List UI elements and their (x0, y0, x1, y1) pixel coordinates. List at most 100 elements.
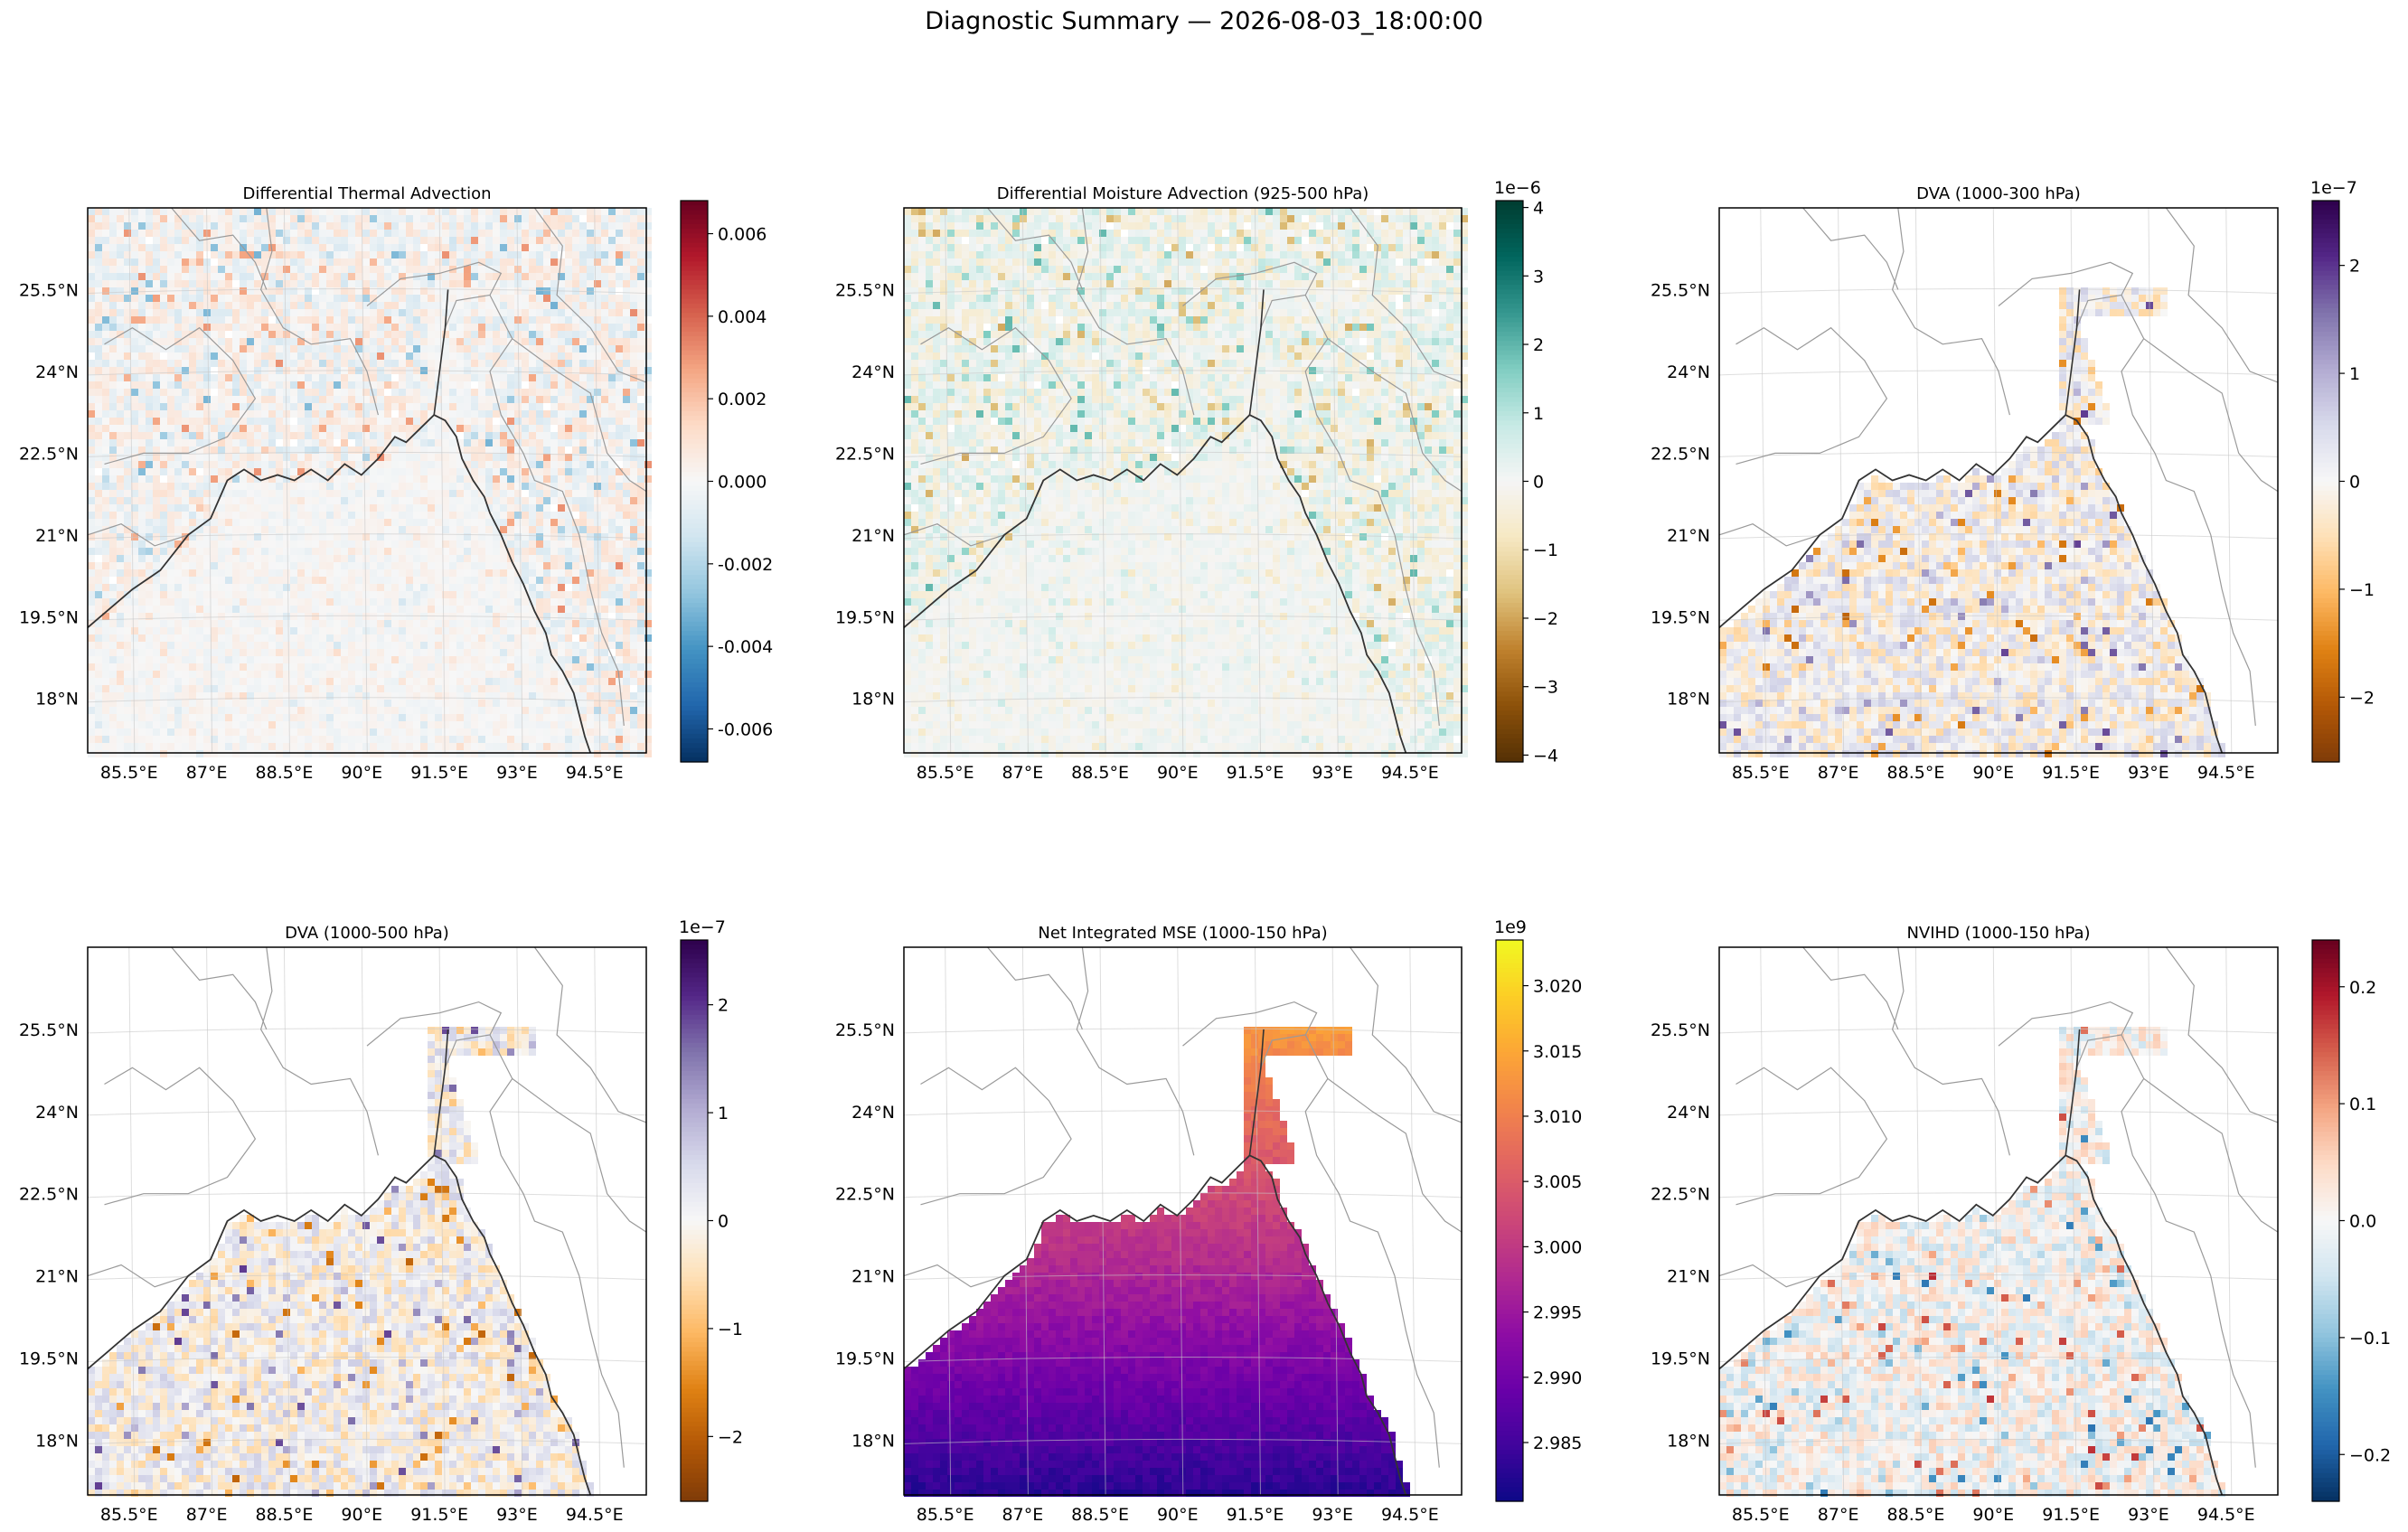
colorbar: 2.985 2.990 2.995 3.000 3.005 3.010 3.015 3.020… (1494, 917, 1582, 1502)
coastline-inlet (1248, 289, 1265, 416)
colorbar-tick-label: -0.002 (718, 555, 773, 575)
colorbar-tick-label: −0.1 (2349, 1329, 2391, 1349)
colorbar-tick-label: −1 (2349, 580, 2375, 600)
panel-title: Differential Thermal Advection (242, 184, 491, 203)
axes-frame (1718, 207, 2279, 754)
y-tick-label: 18°N (1667, 1431, 1710, 1451)
colorbar-offset: 1e−7 (2310, 178, 2357, 198)
x-tick-label: 93°E (2128, 1505, 2169, 1525)
y-tick-label: 24°N (1667, 1103, 1710, 1123)
x-tick-label: 93°E (496, 763, 538, 783)
colorbar-tick-label: 2 (1533, 335, 1544, 355)
colorbar-tick-label: 0 (1533, 473, 1544, 493)
colorbar-tick-label: 2 (2349, 257, 2360, 277)
x-tick-label: 87°E (1818, 763, 1859, 783)
y-tick-label: 25.5°N (835, 1020, 895, 1040)
colorbar-offset: 1e9 (1494, 917, 1527, 937)
colorbar-tick-label: 1 (718, 1104, 729, 1123)
colorbar-tick-label: −1 (1533, 540, 1558, 560)
y-tick-label: 24°N (1667, 362, 1710, 382)
x-tick-label: 85.5°E (917, 1505, 974, 1525)
y-tick-label: 19.5°N (835, 607, 895, 627)
coastline (87, 1154, 592, 1496)
y-tick-label: 24°N (851, 362, 895, 382)
colorbar-tick-label: −2 (1533, 609, 1558, 629)
panel-title: Differential Moisture Advection (925-500… (997, 184, 1369, 203)
panel-title: DVA (1000-500 hPa) (285, 924, 449, 943)
colorbar-tick-label: 2.990 (1533, 1368, 1582, 1388)
colorbar-tick-label: 0.004 (718, 307, 767, 327)
coastline-inlet (2065, 289, 2081, 416)
x-tick-label: 91.5°E (410, 1505, 468, 1525)
admin-boundaries (1718, 946, 2279, 1468)
panel-4: DVA (1000-500 hPa) 85.5°E 87°E 88.5°E 90°E 91… (19, 917, 743, 1525)
y-tick-label: 24°N (851, 1103, 895, 1123)
y-tick-label: 18°N (1667, 690, 1710, 710)
y-tick-label: 25.5°N (19, 280, 79, 300)
x-tick-label: 85.5°E (100, 763, 158, 783)
colorbar: −0.2 −0.1 0.0 0.1 0.2 (2311, 939, 2391, 1502)
field-layer (1719, 287, 2225, 757)
y-tick-label: 21°N (851, 526, 895, 546)
coastline-inlet (433, 1029, 449, 1156)
y-tick-label: 18°N (851, 1431, 895, 1451)
x-tick-label: 94.5°E (566, 1505, 624, 1525)
panel-title: NVIHD (1000-150 hPa) (1906, 924, 2090, 943)
coastline (87, 414, 592, 754)
x-tick-label: 87°E (186, 763, 228, 783)
figure-suptitle: Diagnostic Summary — 2026-08-03_18:00:00 (0, 7, 2408, 35)
x-tick-label: 93°E (496, 1505, 538, 1525)
panel-5: Net Integrated MSE (1000-150 hPa) 85.5°E 8… (835, 917, 1582, 1525)
colorbar-tick-label: 0.0 (2349, 1212, 2376, 1232)
admin-boundaries (87, 946, 647, 1468)
gridlines (87, 946, 647, 1496)
y-tick-label: 21°N (1667, 1267, 1710, 1287)
x-tick-label: 87°E (1002, 763, 1044, 783)
x-tick-label: 94.5°E (2197, 763, 2255, 783)
x-tick-label: 85.5°E (1732, 1505, 1790, 1525)
y-tick-label: 25.5°N (19, 1020, 79, 1040)
colorbar-tick-label: 0.1 (2349, 1095, 2376, 1114)
colorbar-tick-label: 0.002 (718, 390, 767, 409)
colorbar-tick-label: 1 (1533, 404, 1544, 424)
y-tick-label: 19.5°N (835, 1349, 895, 1369)
x-tick-label: 93°E (2128, 763, 2169, 783)
x-tick-label: 88.5°E (1887, 763, 1945, 783)
admin-boundaries (903, 946, 1463, 1468)
x-tick-label: 93°E (1312, 1505, 1353, 1525)
gridlines (1718, 207, 2279, 754)
axes-frame (1718, 946, 2279, 1496)
coastline-inlet (1248, 1029, 1265, 1156)
x-tick-label: 87°E (1818, 1505, 1859, 1525)
x-tick-label: 90°E (1157, 1505, 1199, 1525)
colorbar-tick-label: -0.006 (718, 719, 773, 739)
y-tick-label: 25.5°N (1651, 1020, 1710, 1040)
x-tick-label: 90°E (1972, 763, 2014, 783)
colorbar-offset: 1e−7 (679, 917, 726, 937)
y-tick-label: 22.5°N (835, 444, 895, 464)
colorbar-tick-label: 3.000 (1533, 1237, 1582, 1257)
colorbar-tick-label: −2 (2349, 688, 2375, 708)
y-tick-label: 22.5°N (835, 1185, 895, 1205)
colorbar-tick-label: −1 (718, 1320, 743, 1339)
coastline-inlet (433, 289, 449, 416)
colorbar-tick-label: 2.985 (1533, 1433, 1582, 1453)
x-tick-label: 85.5°E (100, 1505, 158, 1525)
x-tick-label: 90°E (341, 1505, 382, 1525)
axes-frame (87, 946, 647, 1496)
y-tick-label: 19.5°N (19, 607, 79, 627)
axes-frame (87, 207, 647, 754)
panel-title: Net Integrated MSE (1000-150 hPa) (1038, 924, 1327, 943)
x-tick-label: 90°E (1972, 1505, 2014, 1525)
gridlines (1718, 946, 2279, 1496)
colorbar-tick-label: 0.006 (718, 225, 767, 245)
coastline (903, 1154, 1407, 1496)
x-tick-label: 91.5°E (410, 763, 468, 783)
x-tick-label: 87°E (186, 1505, 228, 1525)
colorbar-tick-label: 2 (718, 996, 729, 1016)
field-layer (1719, 1027, 2225, 1497)
panel-6: NVIHD (1000-150 hPa) 85.5°E 87°E 88.5°E 90°E… (1651, 924, 2391, 1525)
x-tick-label: 91.5°E (1227, 763, 1284, 783)
y-tick-label: 19.5°N (1651, 607, 1710, 627)
